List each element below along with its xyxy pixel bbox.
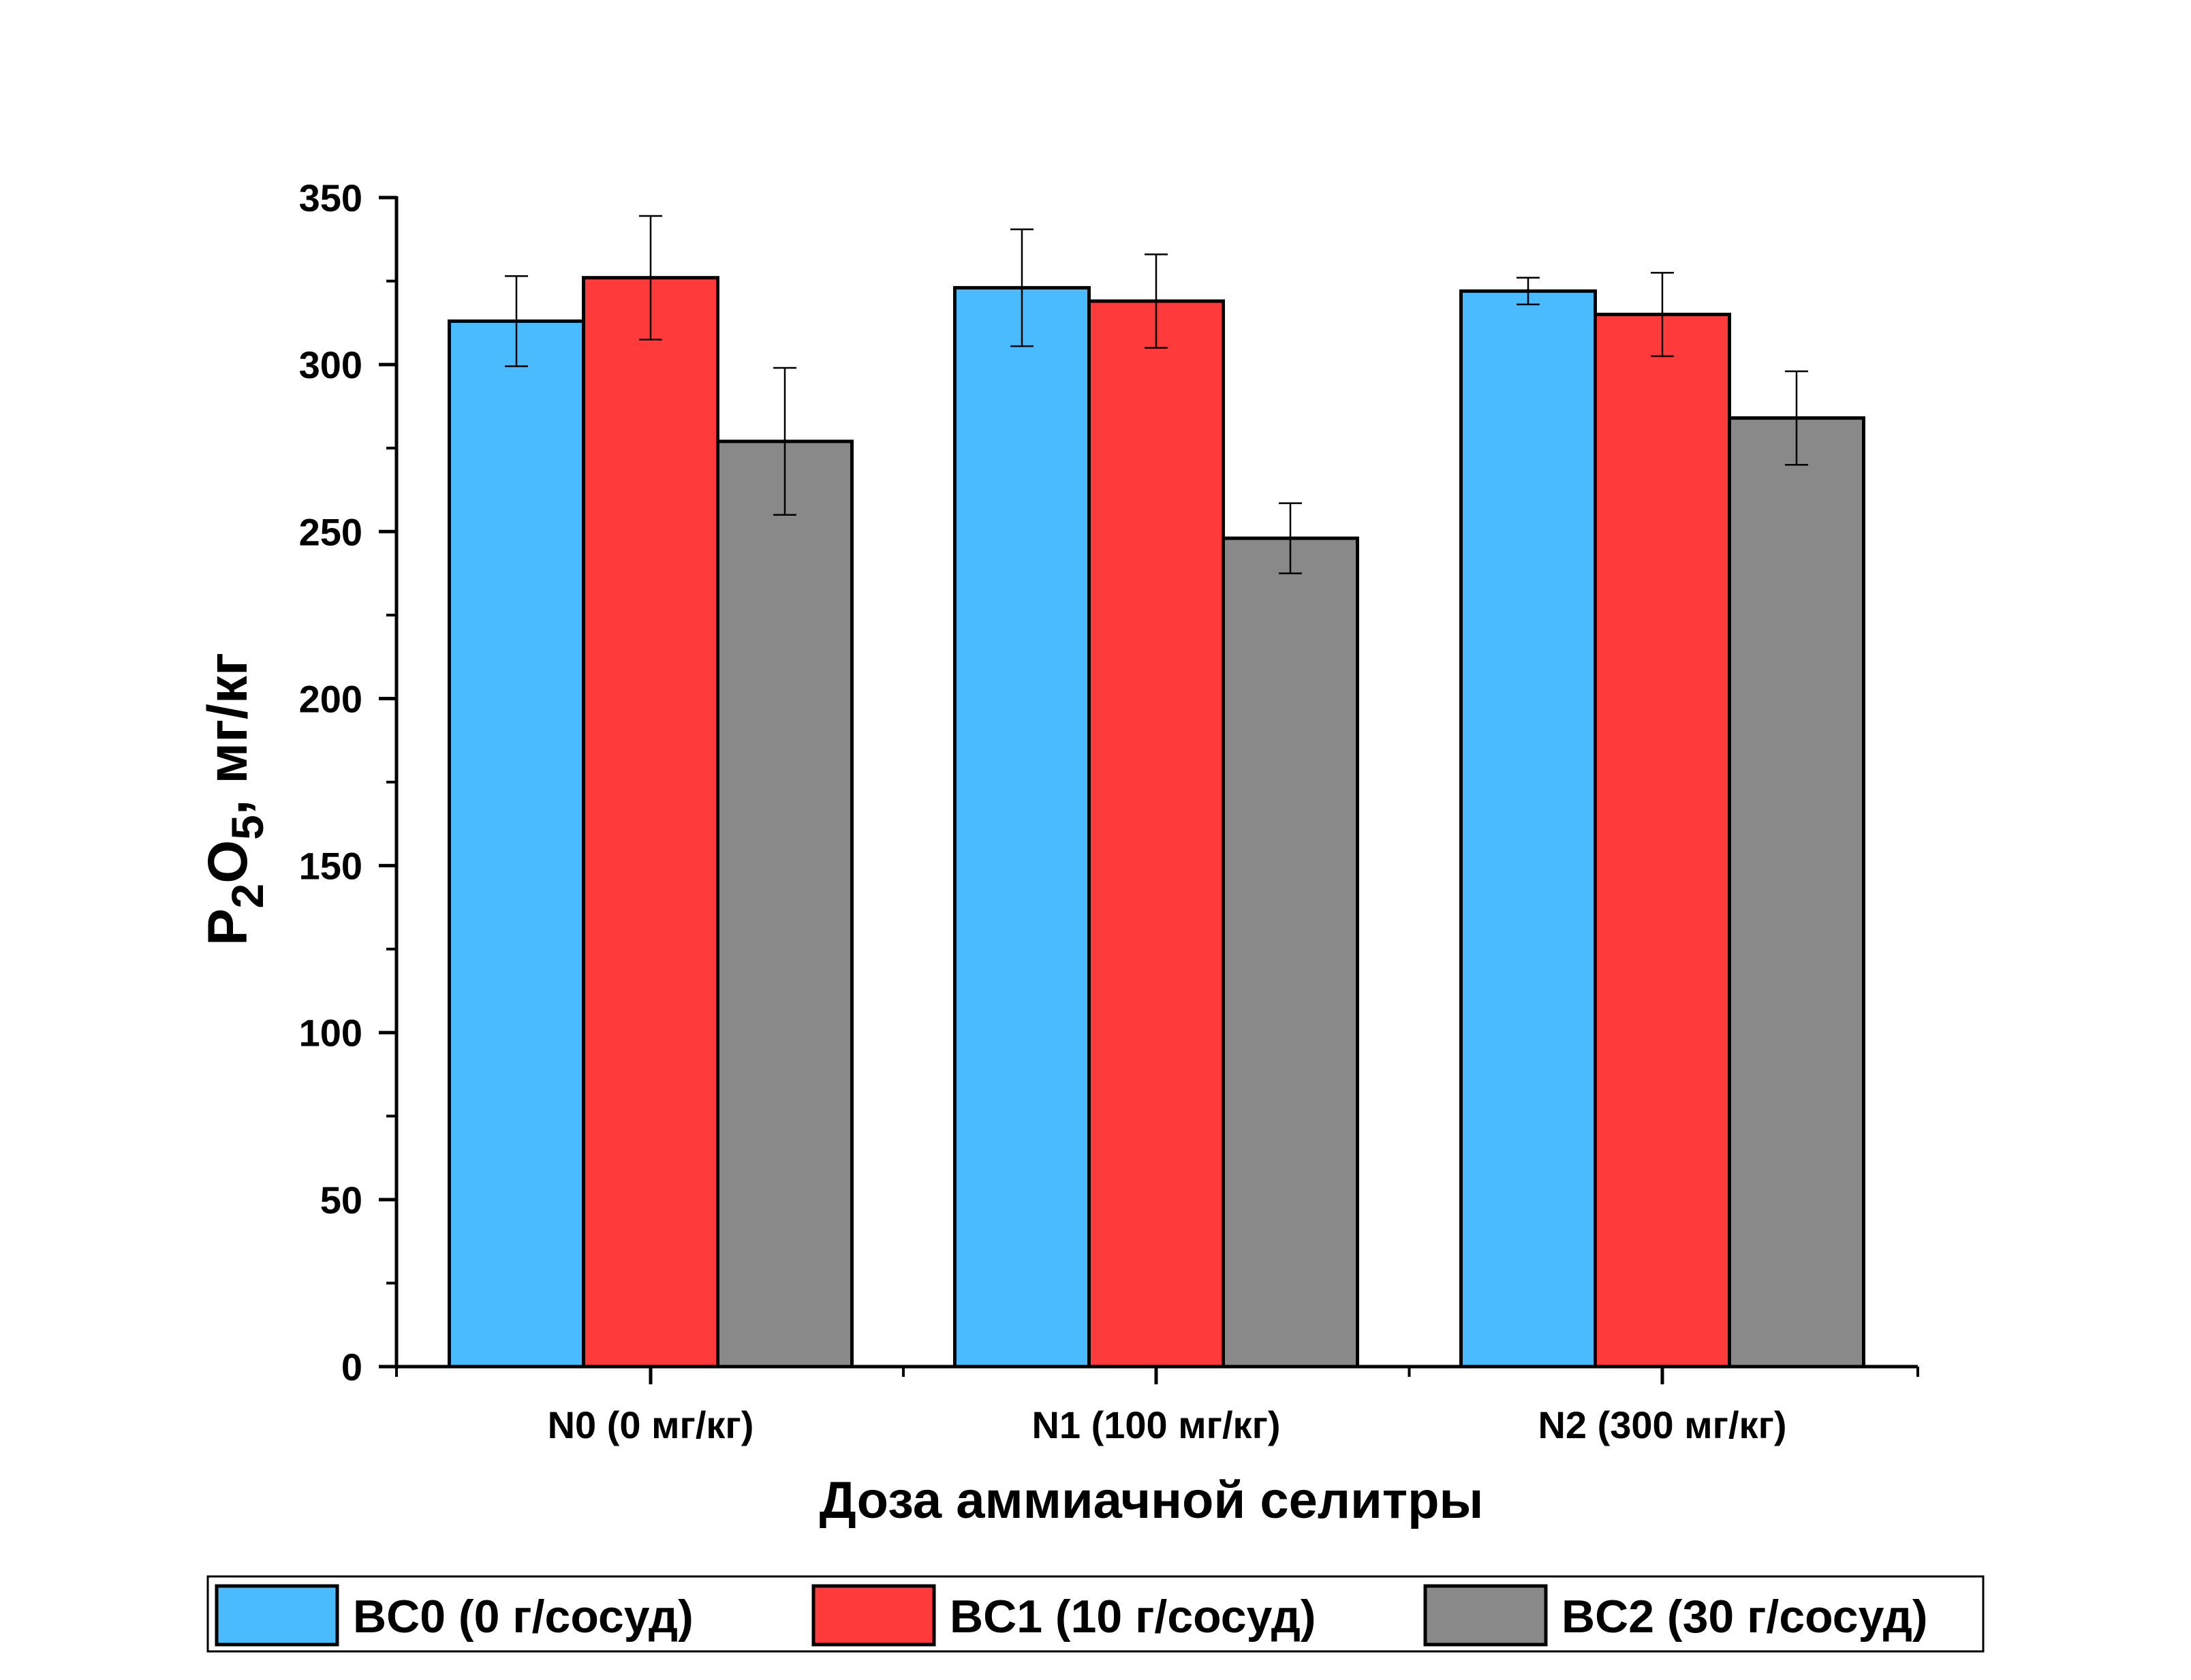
- bar-1-2: [1594, 313, 1731, 1369]
- y-axis-title-p: P: [197, 908, 259, 946]
- bar-1-0: [582, 276, 719, 1369]
- legend-label-bc0: BC0 (0 г/сосуд): [353, 1591, 694, 1643]
- bar-0-1: [953, 285, 1091, 1369]
- y-tick-label-250: 250: [299, 510, 362, 553]
- bar-2-1: [1222, 536, 1359, 1369]
- y-tick-label-300: 300: [299, 343, 362, 386]
- x-tick-label-1: N1 (100 мг/кг): [1031, 1403, 1280, 1446]
- y-tick-label-50: 50: [320, 1179, 362, 1222]
- y-axis-title-sub2: 5: [222, 815, 273, 840]
- bar-0-2: [1459, 289, 1597, 1369]
- bar-0-0: [448, 319, 585, 1369]
- legend-label-bc2: BC2 (30 г/сосуд): [1561, 1591, 1928, 1643]
- y-tick-label-0: 0: [341, 1345, 362, 1388]
- y-axis-title-rest: , мг/кг: [197, 653, 259, 815]
- y-axis-title-sub1: 2: [222, 884, 273, 909]
- legend: BC0 (0 г/сосуд) BC1 (10 г/сосуд) BC2 (30…: [206, 1575, 1985, 1653]
- bar-2-0: [716, 439, 854, 1369]
- legend-frame: [206, 1575, 1985, 1653]
- legend-label-bc1: BC1 (10 г/сосуд): [950, 1591, 1316, 1643]
- y-tick-label-350: 350: [299, 176, 362, 219]
- x-tick-label-2: N2 (300 мг/кг): [1538, 1403, 1786, 1446]
- y-tick-label-150: 150: [299, 845, 362, 888]
- legend-swatch-bc1: [811, 1584, 936, 1647]
- legend-swatch-bc2: [1423, 1584, 1548, 1647]
- y-tick-label-200: 200: [299, 677, 362, 720]
- bars-layer: [448, 276, 1865, 1369]
- y-axis-title-o: O: [197, 840, 259, 884]
- legend-swatch-bc0: [215, 1584, 339, 1647]
- y-tick-label-100: 100: [299, 1012, 362, 1055]
- x-axis-title: Доза аммиачной селитры: [820, 1472, 1484, 1529]
- x-tick-label-0: N0 (0 мг/кг): [548, 1403, 754, 1446]
- axes-layer: 0 50 100 150 200 250 300 350 N0 (0 мг/кг) N1 (100…: [299, 176, 1919, 1446]
- y-axis-title: P2O5, мг/кг: [197, 653, 273, 946]
- error-bars-layer: [505, 215, 1808, 574]
- bar-1-1: [1087, 299, 1225, 1369]
- bar-2-2: [1728, 416, 1865, 1369]
